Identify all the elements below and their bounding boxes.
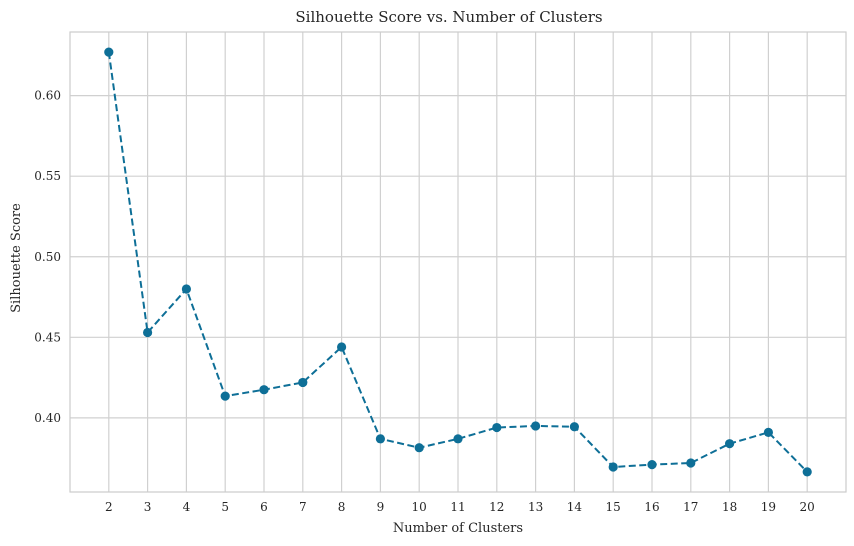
x-tick-label: 6: [260, 500, 268, 514]
y-tick-label: 0.50: [34, 250, 61, 264]
x-tick-label: 10: [412, 500, 427, 514]
x-tick-label: 5: [221, 500, 229, 514]
data-point: [453, 434, 463, 444]
x-axis-ticks: 2 3 4 5 6 7 8 9 10 11 12 13 14 15 16 17 18 19 20: [105, 500, 815, 514]
y-tick-label: 0.55: [34, 169, 61, 183]
x-axis-label: Number of Clusters: [393, 521, 523, 536]
data-point: [220, 391, 230, 401]
x-tick-label: 7: [299, 500, 307, 514]
x-tick-label: 17: [683, 500, 698, 514]
x-tick-label: 8: [338, 500, 346, 514]
x-tick-label: 13: [528, 500, 543, 514]
data-point: [686, 458, 696, 468]
data-point: [725, 439, 735, 449]
data-point: [802, 467, 812, 477]
data-point: [414, 443, 424, 453]
data-point: [375, 434, 385, 444]
data-point: [763, 427, 774, 437]
x-tick-label: 12: [489, 500, 504, 514]
x-tick-label: 20: [800, 500, 815, 514]
x-tick-label: 11: [450, 500, 465, 514]
chart-title: Silhouette Score vs. Number of Clusters: [295, 8, 602, 26]
data-point: [143, 327, 153, 338]
data-point: [569, 422, 580, 432]
x-tick-label: 9: [377, 500, 385, 514]
y-tick-label: 0.40: [34, 411, 61, 425]
data-point: [259, 385, 269, 395]
x-tick-label: 2: [105, 500, 113, 514]
data-point: [531, 421, 541, 431]
x-tick-label: 15: [606, 500, 621, 514]
plot-frame: [69, 31, 847, 493]
data-points: [104, 47, 812, 477]
x-tick-label: 16: [644, 500, 659, 514]
y-axis-label: Silhouette Score: [9, 203, 24, 313]
y-tick-label: 0.60: [34, 89, 61, 103]
x-tick-label: 14: [567, 500, 583, 514]
y-tick-label: 0.45: [34, 330, 61, 344]
data-point: [492, 422, 502, 433]
data-point: [104, 47, 114, 57]
x-tick-label: 4: [183, 500, 191, 514]
data-point: [608, 462, 618, 472]
x-tick-label: 18: [722, 500, 737, 514]
grid-lines: [70, 32, 846, 492]
y-axis-ticks: 0.40 0.45 0.50 0.55 0.60: [34, 89, 61, 425]
x-tick-label: 3: [144, 500, 152, 514]
x-tick-label: 19: [761, 500, 776, 514]
data-point: [298, 377, 308, 388]
data-point: [647, 460, 657, 470]
data-point: [181, 284, 191, 294]
data-point: [337, 342, 347, 352]
